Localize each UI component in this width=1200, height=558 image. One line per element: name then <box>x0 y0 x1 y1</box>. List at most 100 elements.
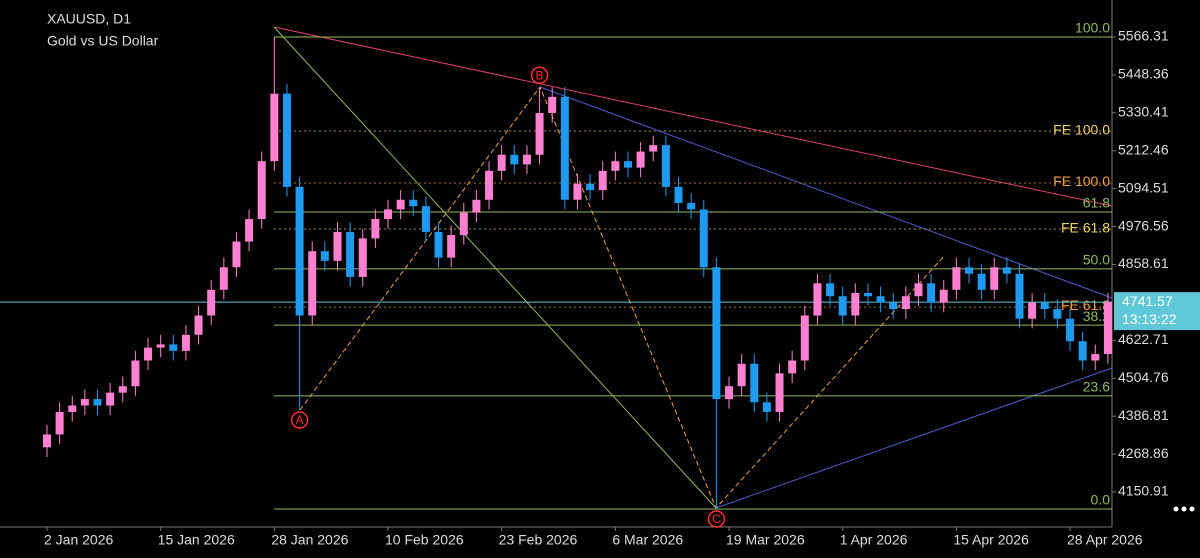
candle-body <box>1040 302 1049 310</box>
candle-body <box>485 170 494 200</box>
y-tick-label: 5330.41 <box>1118 104 1169 120</box>
candle-body <box>851 292 860 316</box>
candle-body <box>548 96 557 113</box>
candle-body <box>838 296 847 316</box>
candle-body <box>876 296 885 303</box>
candle-body <box>813 283 822 316</box>
candle-body <box>497 154 506 171</box>
candle-body <box>977 273 986 290</box>
candle-body <box>964 267 973 274</box>
fe-label: FE 61.8 <box>1061 220 1110 236</box>
trend-lines <box>273 26 1113 509</box>
candle-body <box>649 145 658 152</box>
timer-label: 13:13:22 <box>1122 311 1177 327</box>
candle-body <box>990 267 999 290</box>
pattern-point <box>530 66 549 84</box>
pattern-label: B <box>536 68 544 82</box>
candle-body <box>952 267 961 290</box>
candle-body <box>156 344 165 348</box>
x-tick-label: 1 Apr 2026 <box>840 532 908 548</box>
candle-body <box>775 373 784 412</box>
candle-body <box>194 315 203 335</box>
candle-body <box>93 399 102 406</box>
candle-body <box>800 315 809 361</box>
menu-dots[interactable] <box>1173 506 1195 512</box>
candle-body <box>636 151 645 168</box>
candle-body <box>232 241 241 268</box>
candle-body <box>245 219 254 242</box>
candle-body <box>674 186 683 203</box>
fib-label: 61.8 <box>1083 195 1110 211</box>
x-tick-label: 28 Apr 2026 <box>1067 532 1143 548</box>
candle-body <box>219 267 228 290</box>
zigzag-line <box>299 85 946 509</box>
candle-body <box>282 93 291 187</box>
candle-body <box>788 360 797 374</box>
candle-body <box>1002 267 1011 274</box>
candle-body <box>762 402 771 412</box>
candle-body <box>1028 302 1037 319</box>
candle-body <box>1091 354 1100 361</box>
candle-body <box>914 283 923 297</box>
y-tick-label: 5094.51 <box>1118 179 1169 195</box>
y-tick-label: 4386.81 <box>1118 407 1169 423</box>
fib-label: 100.0 <box>1075 20 1110 36</box>
x-tick-label: 6 Mar 2026 <box>612 532 683 548</box>
candle-body <box>308 251 317 316</box>
pattern-point <box>290 411 309 429</box>
candle-body <box>863 292 872 297</box>
candle-body <box>750 363 759 403</box>
candle-body <box>939 289 948 303</box>
candle-body <box>169 344 178 351</box>
dot[interactable] <box>1173 506 1179 512</box>
x-tick-label: 15 Apr 2026 <box>953 532 1029 548</box>
candle-body <box>1078 341 1087 361</box>
candle-body <box>522 154 531 165</box>
candle-body <box>421 206 430 232</box>
y-tick-label: 5212.46 <box>1118 141 1169 157</box>
y-tick-label: 4976.56 <box>1118 217 1169 233</box>
fib-label: 50.0 <box>1083 252 1110 268</box>
candle-body <box>623 161 632 168</box>
candle-body <box>459 212 468 236</box>
fe-label: FE 100.0 <box>1053 122 1110 138</box>
candle-body <box>586 183 595 191</box>
fe-label: FE 61.8 <box>1061 297 1110 313</box>
candle-body <box>106 392 115 406</box>
candle-body <box>181 334 190 351</box>
fe-label: FE 100.0 <box>1053 173 1110 189</box>
candle-body <box>409 199 418 207</box>
candle-body <box>1053 309 1062 319</box>
current-price-label: 4741.57 <box>1122 293 1173 309</box>
dot[interactable] <box>1181 506 1187 512</box>
candle-body <box>725 386 734 400</box>
candle-body <box>889 302 898 310</box>
candle-body <box>295 186 304 316</box>
candle-body <box>510 154 519 165</box>
chart-subtitle: Gold vs US Dollar <box>47 33 159 49</box>
candle-body <box>358 238 367 277</box>
candle-body <box>384 209 393 220</box>
candle-body <box>611 161 620 171</box>
candle-body <box>687 202 696 210</box>
candle-body <box>68 405 77 412</box>
dot[interactable] <box>1189 506 1195 512</box>
y-tick-label: 5448.36 <box>1118 66 1169 82</box>
candle-body <box>1066 318 1075 342</box>
x-tick-label: 15 Jan 2026 <box>158 532 235 548</box>
candle-body <box>1015 273 1024 319</box>
candle-body <box>43 434 51 448</box>
candle-body <box>699 209 708 268</box>
pattern-label: A <box>296 413 304 427</box>
y-tick-label: 5566.31 <box>1118 28 1169 44</box>
price-box <box>1114 292 1200 331</box>
candle-body <box>55 411 64 435</box>
pattern-label: C <box>712 512 721 526</box>
fib-label: 23.6 <box>1083 379 1110 395</box>
candle-body <box>927 283 936 303</box>
trend-line <box>273 26 717 509</box>
x-tick-label: 10 Feb 2026 <box>385 532 464 548</box>
candle-body <box>131 360 140 387</box>
